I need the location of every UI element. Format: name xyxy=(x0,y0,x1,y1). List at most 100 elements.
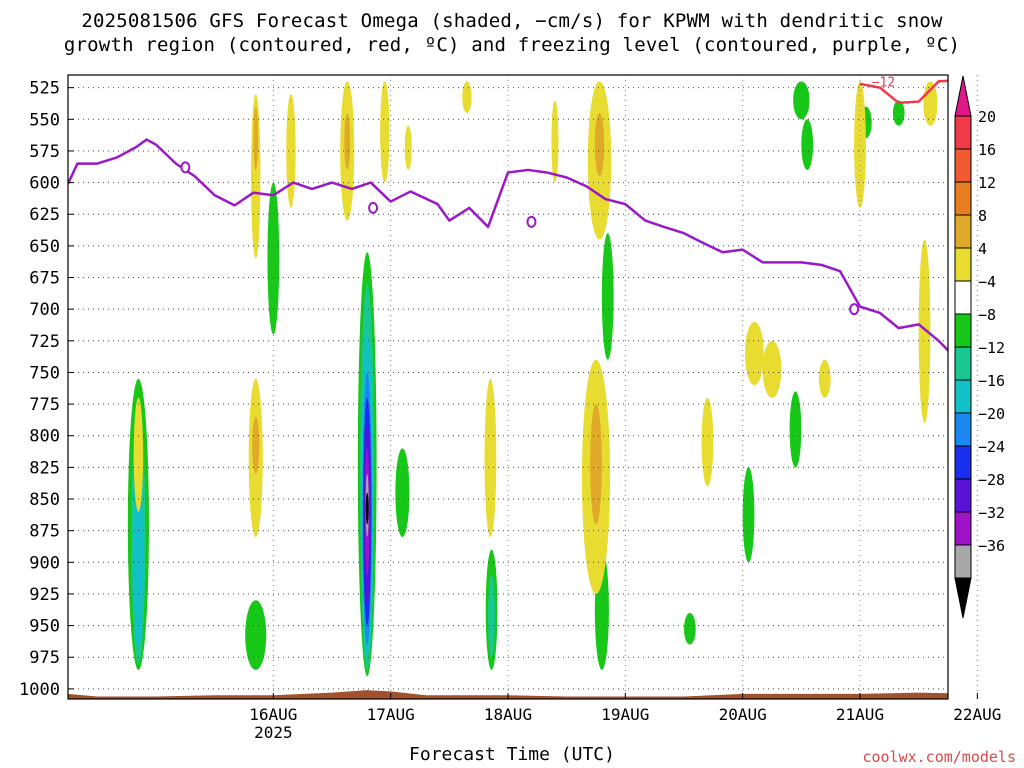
omega-region-neg36 xyxy=(365,492,369,525)
omega-region-pos4 xyxy=(462,81,472,113)
x-tick-label: 20AUG xyxy=(719,705,767,724)
x-axis-label: Forecast Time (UTC) xyxy=(409,744,615,765)
x-tick-label: 21AUG xyxy=(836,705,884,724)
colorbar-segment xyxy=(954,280,972,315)
y-tick-label: 575 xyxy=(29,142,60,162)
y-tick-label: 750 xyxy=(29,363,60,383)
colorbar-label: 20 xyxy=(978,108,996,126)
y-tick-label: 625 xyxy=(29,205,60,225)
omega-shading xyxy=(127,75,1024,677)
freezing-level-label xyxy=(1009,371,1017,381)
omega-region-neg4 xyxy=(793,81,810,120)
omega-region-pos4 xyxy=(701,397,714,487)
colorbar-segment xyxy=(954,115,972,150)
omega-region-pos4 xyxy=(1009,75,1024,107)
y-tick-label: 650 xyxy=(29,237,60,257)
omega-region-pos4 xyxy=(818,359,831,398)
omega-region-pos4 xyxy=(918,239,931,424)
colorbar-segment xyxy=(954,445,972,480)
omega-region-neg4 xyxy=(684,612,696,645)
freezing-level-label xyxy=(849,303,860,316)
colorbar-segment xyxy=(954,379,972,414)
x-tick-label: 18AUG xyxy=(484,705,532,724)
colorbar-label: 12 xyxy=(978,174,996,192)
y-axis: 525 550 575 600 625 650 675 700 725 750 775 800 825 8… xyxy=(19,79,74,700)
y-tick-label: 825 xyxy=(29,458,60,478)
y-tick-label: 925 xyxy=(29,585,60,605)
omega-region-pos4 xyxy=(380,81,390,183)
colorbar-segment xyxy=(954,313,972,348)
omega-region-pos4 xyxy=(404,125,412,170)
omega-region-pos4 xyxy=(854,81,866,208)
colorbar-label: 4 xyxy=(978,240,987,258)
omega-region-neg4 xyxy=(789,391,802,468)
x-tick-label: 19AUG xyxy=(601,705,649,724)
grid xyxy=(68,75,978,699)
y-tick-label: 775 xyxy=(29,395,60,415)
freezing-level-label xyxy=(368,201,379,214)
omega-region-neg8 xyxy=(488,574,496,658)
colorbar-label: −24 xyxy=(978,438,1005,456)
y-tick-label: 600 xyxy=(29,174,60,194)
omega-region-pos8 xyxy=(590,404,602,525)
omega-region-neg4 xyxy=(601,233,614,360)
omega-region-neg4 xyxy=(742,467,755,563)
x-tick-label: 22AUG xyxy=(953,705,1001,724)
colorbar-label: −20 xyxy=(978,405,1005,423)
omega-region-pos8 xyxy=(594,112,605,177)
terrain-fill xyxy=(68,690,948,699)
dgz-contour-label: −12 xyxy=(872,75,895,90)
colorbar-label: −8 xyxy=(978,306,996,324)
colorbar-label: 16 xyxy=(978,141,996,159)
chart-title-line-1: 2025081506 GFS Forecast Omega (shaded, −… xyxy=(81,10,943,32)
colorbar: 20 16 12 8 4 −4 −8 −12 −16 −20 −24 −28 −32 −36 xyxy=(954,75,1005,619)
colorbar-label: −12 xyxy=(978,339,1005,357)
contours: −12 xyxy=(68,75,1017,381)
colorbar-segment xyxy=(954,412,972,447)
colorbar-segment xyxy=(954,544,972,579)
colorbar-bottom-arrow xyxy=(954,577,972,619)
omega-region-pos8 xyxy=(253,106,259,170)
y-tick-label: 800 xyxy=(29,427,60,447)
colorbar-segment xyxy=(954,247,972,282)
colorbar-segment xyxy=(954,478,972,513)
omega-region-pos8 xyxy=(344,112,351,170)
omega-region-pos8 xyxy=(252,416,260,474)
y-tick-label: 525 xyxy=(29,79,60,99)
colorbar-segment xyxy=(954,148,972,183)
colorbar-top-arrow xyxy=(954,75,972,117)
omega-region-neg4 xyxy=(245,600,267,670)
y-tick-label: 875 xyxy=(29,522,60,542)
omega-region-neg4 xyxy=(267,182,280,335)
x-tick-label: 17AUG xyxy=(367,705,415,724)
y-tick-label: 1000 xyxy=(19,680,60,700)
colorbar-segment xyxy=(954,346,972,381)
y-tick-label: 675 xyxy=(29,269,60,289)
omega-region-pos4 xyxy=(133,397,144,512)
colorbar-label: −36 xyxy=(978,537,1005,555)
x-tick-sublabel: 2025 xyxy=(254,723,293,742)
omega-region-pos4 xyxy=(1018,88,1024,563)
colorbar-segment xyxy=(954,181,972,216)
omega-region-pos4 xyxy=(551,100,559,183)
colorbar-label: 8 xyxy=(978,207,987,225)
y-tick-label: 975 xyxy=(29,648,60,668)
y-tick-label: 725 xyxy=(29,332,60,352)
omega-region-neg4 xyxy=(801,119,814,170)
source-credit: coolwx.com/models xyxy=(862,748,1016,766)
colorbar-label: −28 xyxy=(978,471,1005,489)
colorbar-label: −32 xyxy=(978,504,1005,522)
freezing-level-line xyxy=(68,138,948,353)
x-tick-label: 16AUG xyxy=(249,705,297,724)
omega-region-pos4 xyxy=(484,378,497,537)
y-tick-label: 900 xyxy=(29,553,60,573)
colorbar-segment xyxy=(954,511,972,546)
omega-region-pos4 xyxy=(762,340,782,398)
y-tick-label: 700 xyxy=(29,300,60,320)
omega-region-pos4 xyxy=(251,93,261,259)
y-tick-label: 550 xyxy=(29,110,60,130)
omega-region-pos4 xyxy=(745,321,764,386)
colorbar-label: −4 xyxy=(978,273,996,291)
terrain xyxy=(68,690,948,699)
